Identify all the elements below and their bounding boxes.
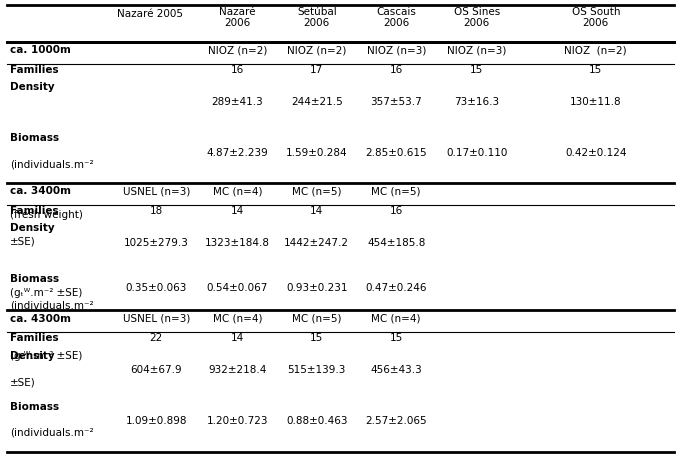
Text: 456±43.3: 456±43.3 [370,365,422,375]
Text: NIOZ (n=3): NIOZ (n=3) [447,45,507,55]
Text: 932±218.4: 932±218.4 [208,365,266,375]
Text: ±SE): ±SE) [10,378,36,388]
Text: 0.88±0.463: 0.88±0.463 [286,416,347,426]
Text: 0.47±0.246: 0.47±0.246 [366,283,427,293]
Text: Cascais
2006: Cascais 2006 [377,7,416,28]
Text: 515±139.3: 515±139.3 [287,365,346,375]
Text: 0.54±0.067: 0.54±0.067 [207,283,268,293]
Text: 1442±247.2: 1442±247.2 [284,237,349,248]
Text: Density: Density [10,82,54,92]
Text: MC (n=4): MC (n=4) [212,186,262,196]
Text: Nazaré 2005: Nazaré 2005 [116,9,183,19]
Text: USNEL (n=3): USNEL (n=3) [123,186,190,196]
Text: Setúbal
2006: Setúbal 2006 [297,7,336,28]
Text: 0.35±0.063: 0.35±0.063 [125,283,187,293]
Text: (individuals.m⁻²: (individuals.m⁻² [10,428,94,438]
Text: 357±53.7: 357±53.7 [370,96,422,106]
Text: Density: Density [10,350,54,361]
Text: OS Sines
2006: OS Sines 2006 [454,7,500,28]
Text: ±SE): ±SE) [10,236,36,246]
Text: OS South
2006: OS South 2006 [571,7,620,28]
Text: ca. 4300m: ca. 4300m [10,314,71,324]
Text: Biomass: Biomass [10,133,59,143]
Text: Families: Families [10,64,59,75]
Text: Families: Families [10,333,59,343]
Text: 17: 17 [310,64,323,75]
Text: 604±67.9: 604±67.9 [131,365,182,375]
Text: Biomass: Biomass [10,274,59,284]
Text: (individuals.m⁻²: (individuals.m⁻² [10,159,94,169]
Text: 18: 18 [150,206,163,216]
Text: (gₜᵂ.m⁻² ±SE): (gₜᵂ.m⁻² ±SE) [10,351,82,361]
Text: 2.85±0.615: 2.85±0.615 [366,148,427,158]
Text: 15: 15 [589,64,603,75]
Text: Nazaré
2006: Nazaré 2006 [219,7,255,28]
Text: NIOZ (n=2): NIOZ (n=2) [287,45,347,55]
Text: 14: 14 [310,206,323,216]
Text: 14: 14 [231,206,244,216]
Text: 15: 15 [470,64,484,75]
Text: 14: 14 [231,333,244,343]
Text: 1.59±0.284: 1.59±0.284 [286,148,347,158]
Text: USNEL (n=3): USNEL (n=3) [123,314,190,324]
Text: 1025±279.3: 1025±279.3 [124,237,189,248]
Text: 0.17±0.110: 0.17±0.110 [446,148,507,158]
Text: 73±16.3: 73±16.3 [454,96,499,106]
Text: Families: Families [10,206,59,216]
Text: Density: Density [10,223,54,233]
Text: 0.42±0.124: 0.42±0.124 [565,148,627,158]
Text: 1.20±0.723: 1.20±0.723 [206,416,268,426]
Text: 16: 16 [390,64,403,75]
Text: 1.09±0.898: 1.09±0.898 [125,416,187,426]
Text: 22: 22 [150,333,163,343]
Text: ca. 1000m: ca. 1000m [10,45,71,55]
Text: 16: 16 [231,64,244,75]
Text: MC (n=5): MC (n=5) [371,186,421,196]
Text: 4.87±2.239: 4.87±2.239 [206,148,268,158]
Text: MC (n=4): MC (n=4) [371,314,421,324]
Text: 130±11.8: 130±11.8 [570,96,622,106]
Text: 2.57±2.065: 2.57±2.065 [366,416,427,426]
Text: 15: 15 [390,333,403,343]
Text: 289±41.3: 289±41.3 [212,96,264,106]
Text: 15: 15 [310,333,323,343]
Text: ca. 3400m: ca. 3400m [10,186,71,196]
Text: (fresh weight): (fresh weight) [10,210,83,220]
Text: (gₜᵂ.m⁻² ±SE): (gₜᵂ.m⁻² ±SE) [10,288,82,298]
Text: 0.93±0.231: 0.93±0.231 [286,283,347,293]
Text: MC (n=5): MC (n=5) [292,186,342,196]
Text: NIOZ  (n=2): NIOZ (n=2) [565,45,627,55]
Text: NIOZ (n=2): NIOZ (n=2) [208,45,267,55]
Text: 244±21.5: 244±21.5 [291,96,343,106]
Text: Biomass: Biomass [10,402,59,412]
Text: 1323±184.8: 1323±184.8 [205,237,270,248]
Text: MC (n=5): MC (n=5) [292,314,342,324]
Text: 454±185.8: 454±185.8 [367,237,426,248]
Text: NIOZ (n=3): NIOZ (n=3) [366,45,426,55]
Text: 16: 16 [390,206,403,216]
Text: MC (n=4): MC (n=4) [212,314,262,324]
Text: (individuals.m⁻²: (individuals.m⁻² [10,300,94,311]
